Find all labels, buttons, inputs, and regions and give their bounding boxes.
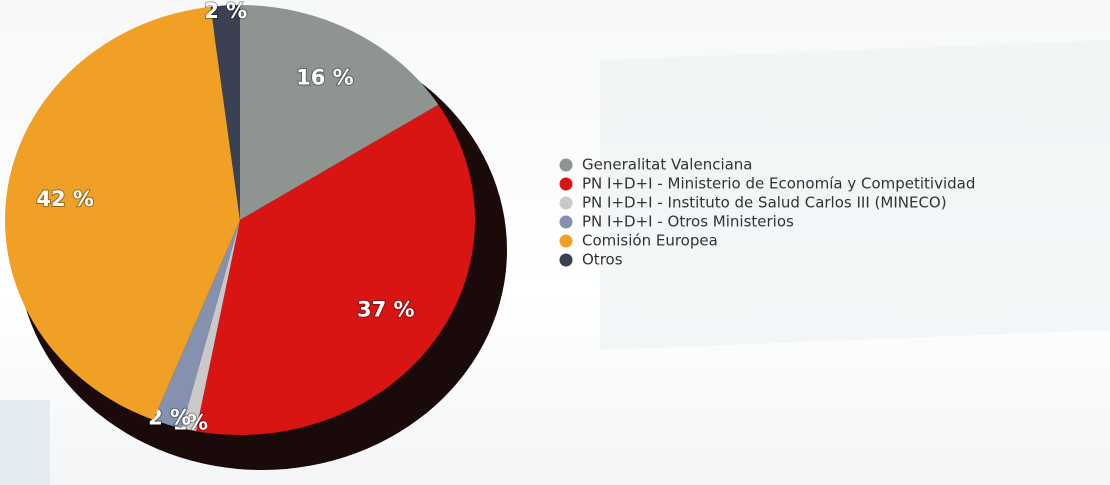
slice-label: 42 % [36,187,94,211]
legend-marker [559,215,573,229]
legend-marker [559,253,573,267]
legend-marker [559,177,573,191]
legend-label: PN I+D+I - Ministerio de Economía y Comp… [582,175,975,193]
legend-label: Comisión Europea [582,232,718,250]
legend-label: Generalitat Valenciana [582,156,753,174]
pie-slice [195,104,476,435]
pie-slice [181,220,240,432]
pie-slice [240,5,439,220]
pie-slice [5,6,240,420]
slice-label: 16 % [296,66,354,90]
slice-label: 37 % [357,298,415,322]
legend-marker [559,234,573,248]
legend-label: PN I+D+I - Otros Ministerios [582,213,794,231]
legend-label: PN I+D+I - Instituto de Salud Carlos III… [582,194,947,212]
pie: 16 %37 %1%2 %42 %2 % [5,0,476,436]
legend-marker [559,158,573,172]
background-decoration [0,40,1110,485]
legend-label: Otros [582,251,623,269]
legend-marker [559,196,573,210]
pie-slice [210,5,240,220]
slice-label: 2 % [204,0,247,23]
pie-slice [153,220,240,429]
